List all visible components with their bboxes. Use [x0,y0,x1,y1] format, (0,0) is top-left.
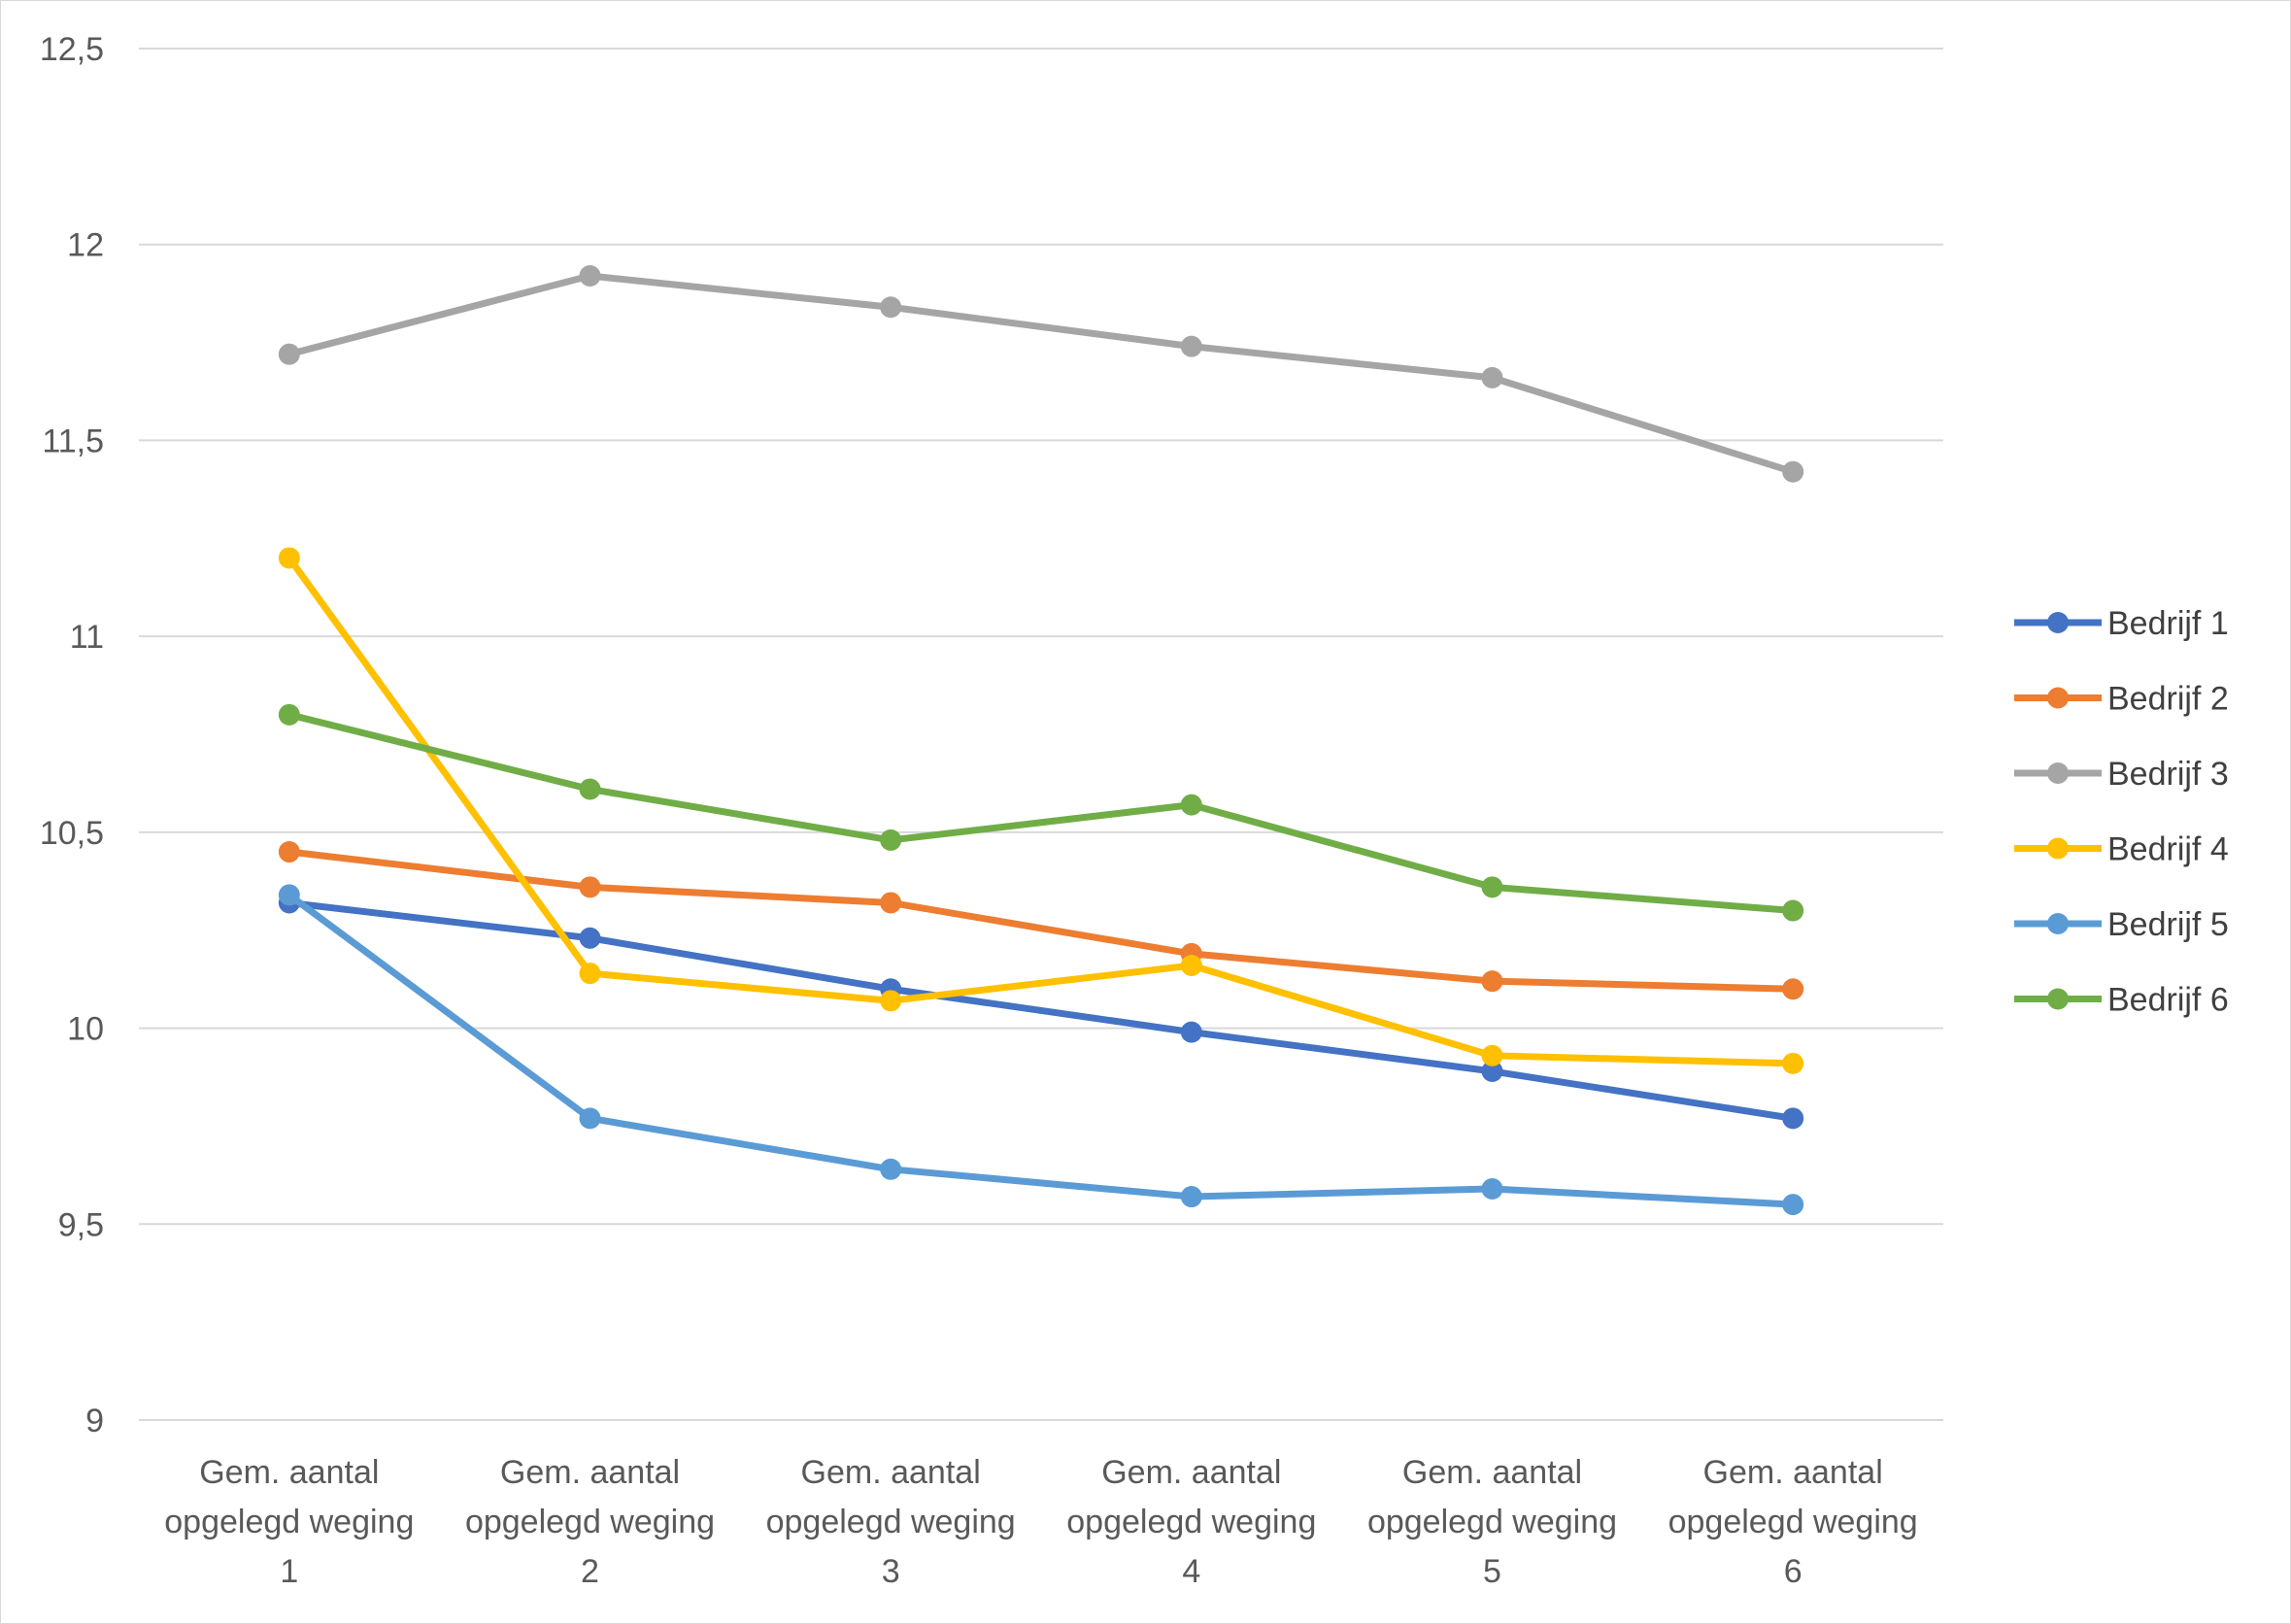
series-6 [278,703,1804,922]
y-tick-label: 11 [70,619,104,656]
x-axis-categories: Gem. aantal opgelegd weging 1 Gem. aantal op… [164,1454,1917,1590]
data-point [1481,1060,1503,1082]
series-line [286,554,1797,1067]
data-point [1180,794,1202,816]
y-tick-label: 11,5 [42,423,104,459]
x-category-label: Gem. aantal opgelegd weging 4 [1066,1454,1316,1590]
series-3 [278,264,1804,483]
data-point [579,1107,601,1130]
data-point [278,547,300,569]
y-tick-label: 9,5 [58,1206,104,1243]
legend-marker [2047,762,2069,784]
series-line [286,711,1797,915]
data-point [579,876,601,898]
data-point [1782,460,1804,483]
legend-label: Bedrijf 4 [2107,831,2229,868]
data-point [1481,366,1503,389]
data-point [278,343,300,365]
data-point [579,927,601,949]
data-point [1481,1177,1503,1200]
data-point [1180,955,1202,977]
series-lines [278,264,1804,1216]
legend-item: Bedrijf 6 [2014,982,2229,1019]
data-point [1180,1021,1202,1043]
data-point [1180,1186,1202,1208]
x-category-label: Gem. aantal opgelegd weging 2 [465,1454,715,1590]
legend-label: Bedrijf 5 [2107,906,2229,943]
legend-marker [2047,612,2069,633]
data-point [1481,1044,1503,1066]
y-tick-label: 12 [67,227,104,264]
y-tick-label: 9 [85,1403,104,1439]
y-tick-label: 10 [67,1011,104,1048]
data-point [1782,899,1804,922]
series-line [286,848,1797,993]
data-point [880,892,902,914]
series-line [286,898,1797,1122]
data-point [579,264,601,287]
y-tick-label: 10,5 [40,815,104,852]
data-point [880,990,902,1012]
x-category-label: Gem. aantal opgelegd weging 3 [766,1454,1016,1590]
y-tick-label: 12,5 [40,31,104,68]
data-point [880,296,902,319]
legend-label: Bedrijf 6 [2107,982,2229,1019]
legend-item: Bedrijf 4 [2014,831,2229,868]
data-point [278,884,300,906]
legend-item: Bedrijf 5 [2014,906,2229,943]
gridlines [139,48,1943,1421]
data-point [1782,978,1804,1000]
data-point [278,841,300,863]
x-category-label: Gem. aantal opgelegd weging 1 [164,1454,414,1590]
legend-item: Bedrijf 1 [2014,605,2229,642]
data-point [1481,970,1503,993]
x-category-label: Gem. aantal opgelegd weging 5 [1367,1454,1617,1590]
legend-marker [2047,687,2069,709]
legend-item: Bedrijf 3 [2014,756,2229,793]
series-line [286,891,1797,1208]
data-point [1782,1052,1804,1074]
data-point [1782,1194,1804,1216]
legend-label: Bedrijf 3 [2107,756,2229,793]
series-5 [278,884,1804,1216]
legend-item: Bedrijf 2 [2014,681,2229,718]
data-point [880,829,902,851]
y-axis-ticks: 9 9,5 10 10,5 11 11,5 12 12,5 [40,31,104,1439]
data-point [880,1158,902,1180]
x-category-label: Gem. aantal opgelegd weging 6 [1668,1454,1918,1590]
data-point [1782,1107,1804,1130]
series-line [286,272,1797,476]
legend-marker [2047,988,2069,1010]
data-point [579,778,601,800]
series-4 [278,547,1804,1074]
legend-marker [2047,913,2069,934]
data-point [579,963,601,985]
data-point [1481,876,1503,898]
data-point [278,703,300,726]
legend: Bedrijf 1 Bedrijf 2 Bedrijf 3 Bedrijf 4 Bedr… [2014,605,2229,1019]
data-point [1180,335,1202,357]
legend-label: Bedrijf 1 [2107,605,2229,642]
legend-marker [2047,837,2069,860]
legend-label: Bedrijf 2 [2107,681,2229,718]
